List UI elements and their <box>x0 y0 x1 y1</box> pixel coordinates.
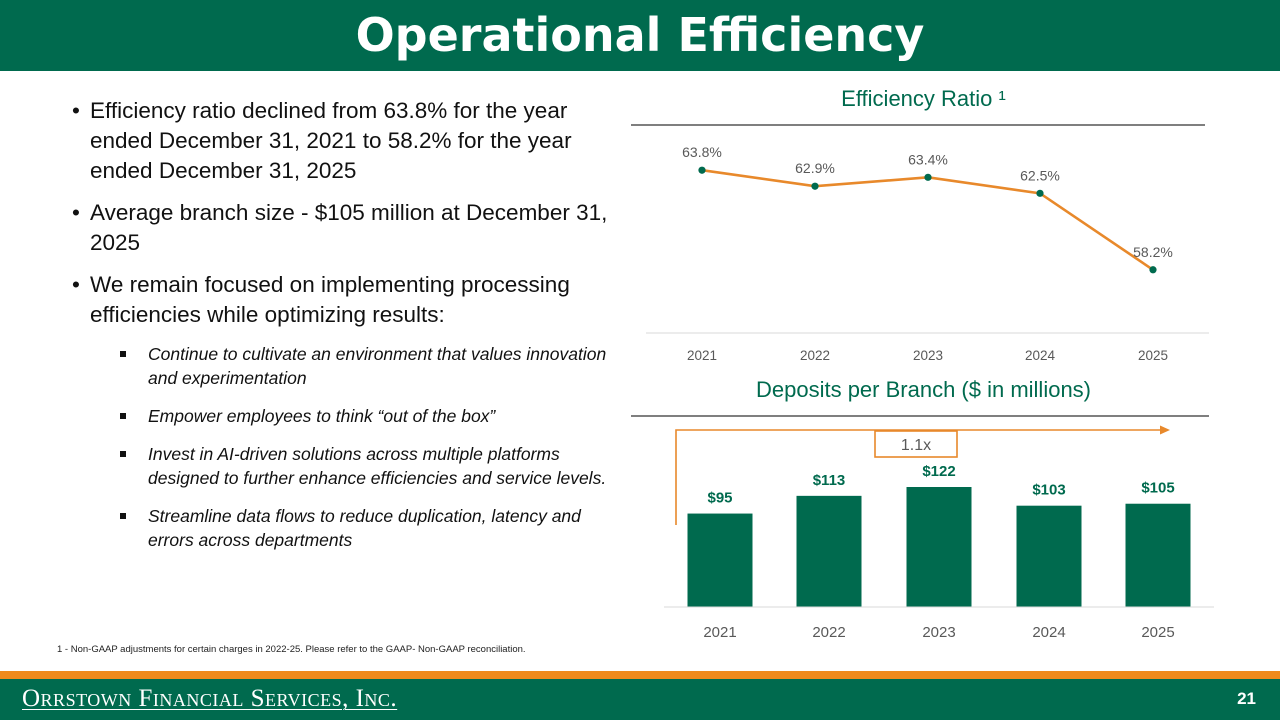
bar-data-label: $122 <box>922 463 955 480</box>
footer-bar <box>0 679 1280 720</box>
bar-x-tick-label: 2023 <box>922 624 955 641</box>
company-logo: Orrstown Financial Services, Inc. <box>22 685 398 712</box>
line-data-label: 62.5% <box>1020 167 1060 183</box>
sub-bullet: Invest in AI-driven solutions across mul… <box>120 442 617 490</box>
line-point <box>924 173 932 181</box>
sub-bullet: Continue to cultivate an environment tha… <box>120 342 617 390</box>
bar-x-tick-label: 2022 <box>812 624 845 641</box>
bullet-efficiency-ratio: Efficiency ratio declined from 63.8% for… <box>72 96 617 186</box>
deposit-bar <box>906 487 972 607</box>
growth-multiple-label: 1.1x <box>901 437 931 454</box>
bar-x-tick-label: 2021 <box>703 624 736 641</box>
footnote: 1 - Non-GAAP adjustments for certain cha… <box>57 644 526 655</box>
growth-arrow-icon <box>1160 425 1170 435</box>
square-bullet-icon <box>120 351 126 357</box>
line-point <box>698 166 706 174</box>
line-data-label: 62.9% <box>795 160 835 176</box>
deposit-bar <box>687 513 753 607</box>
deposit-bar <box>1016 505 1082 607</box>
growth-bracket-line <box>675 429 1163 525</box>
square-bullet-icon <box>120 413 126 419</box>
bullet-branch-size: Average branch size - $105 million at De… <box>72 198 617 258</box>
sub-bullet: Empower employees to think “out of the b… <box>120 404 617 428</box>
page-number: 21 <box>1237 689 1256 708</box>
bar-data-label: $113 <box>813 472 846 489</box>
square-bullet-icon <box>120 513 126 519</box>
sub-bullet-list: Continue to cultivate an environment tha… <box>72 342 617 552</box>
line-data-label: 63.4% <box>908 151 948 167</box>
line-x-tick-label: 2021 <box>687 348 717 363</box>
page-title: Operational Efficiency <box>355 8 925 62</box>
bar-data-label: $105 <box>1141 480 1174 497</box>
bar-data-label: $95 <box>707 490 732 507</box>
square-bullet-icon <box>120 451 126 457</box>
line-data-label: 58.2% <box>1133 244 1173 260</box>
line-point <box>1036 189 1044 197</box>
title-bar <box>0 0 1280 71</box>
line-point <box>811 182 819 190</box>
bar-x-tick-label: 2024 <box>1032 624 1065 641</box>
line-point <box>1149 266 1157 274</box>
line-x-tick-label: 2023 <box>913 348 943 363</box>
line-x-tick-label: 2024 <box>1025 348 1056 363</box>
sub-bullet: Streamline data flows to reduce duplicat… <box>120 504 617 552</box>
growth-multiple-box <box>874 430 958 458</box>
line-x-tick-label: 2022 <box>800 348 830 363</box>
bar-chart-title: Deposits per Branch ($ in millions) <box>755 377 1092 402</box>
line-chart-title: Efficiency Ratio ¹ <box>841 86 1006 111</box>
bullet-list: Efficiency ratio declined from 63.8% for… <box>72 96 617 566</box>
line-data-label: 63.8% <box>682 144 722 160</box>
footer-accent-band <box>0 671 1280 679</box>
line-x-tick-label: 2025 <box>1138 348 1168 363</box>
deposit-bar <box>1125 503 1191 607</box>
bullet-focus: We remain focused on implementing proces… <box>72 270 617 330</box>
bar-x-tick-label: 2025 <box>1141 624 1174 641</box>
bar-data-label: $103 <box>1032 482 1065 499</box>
deposit-bar <box>796 495 862 607</box>
